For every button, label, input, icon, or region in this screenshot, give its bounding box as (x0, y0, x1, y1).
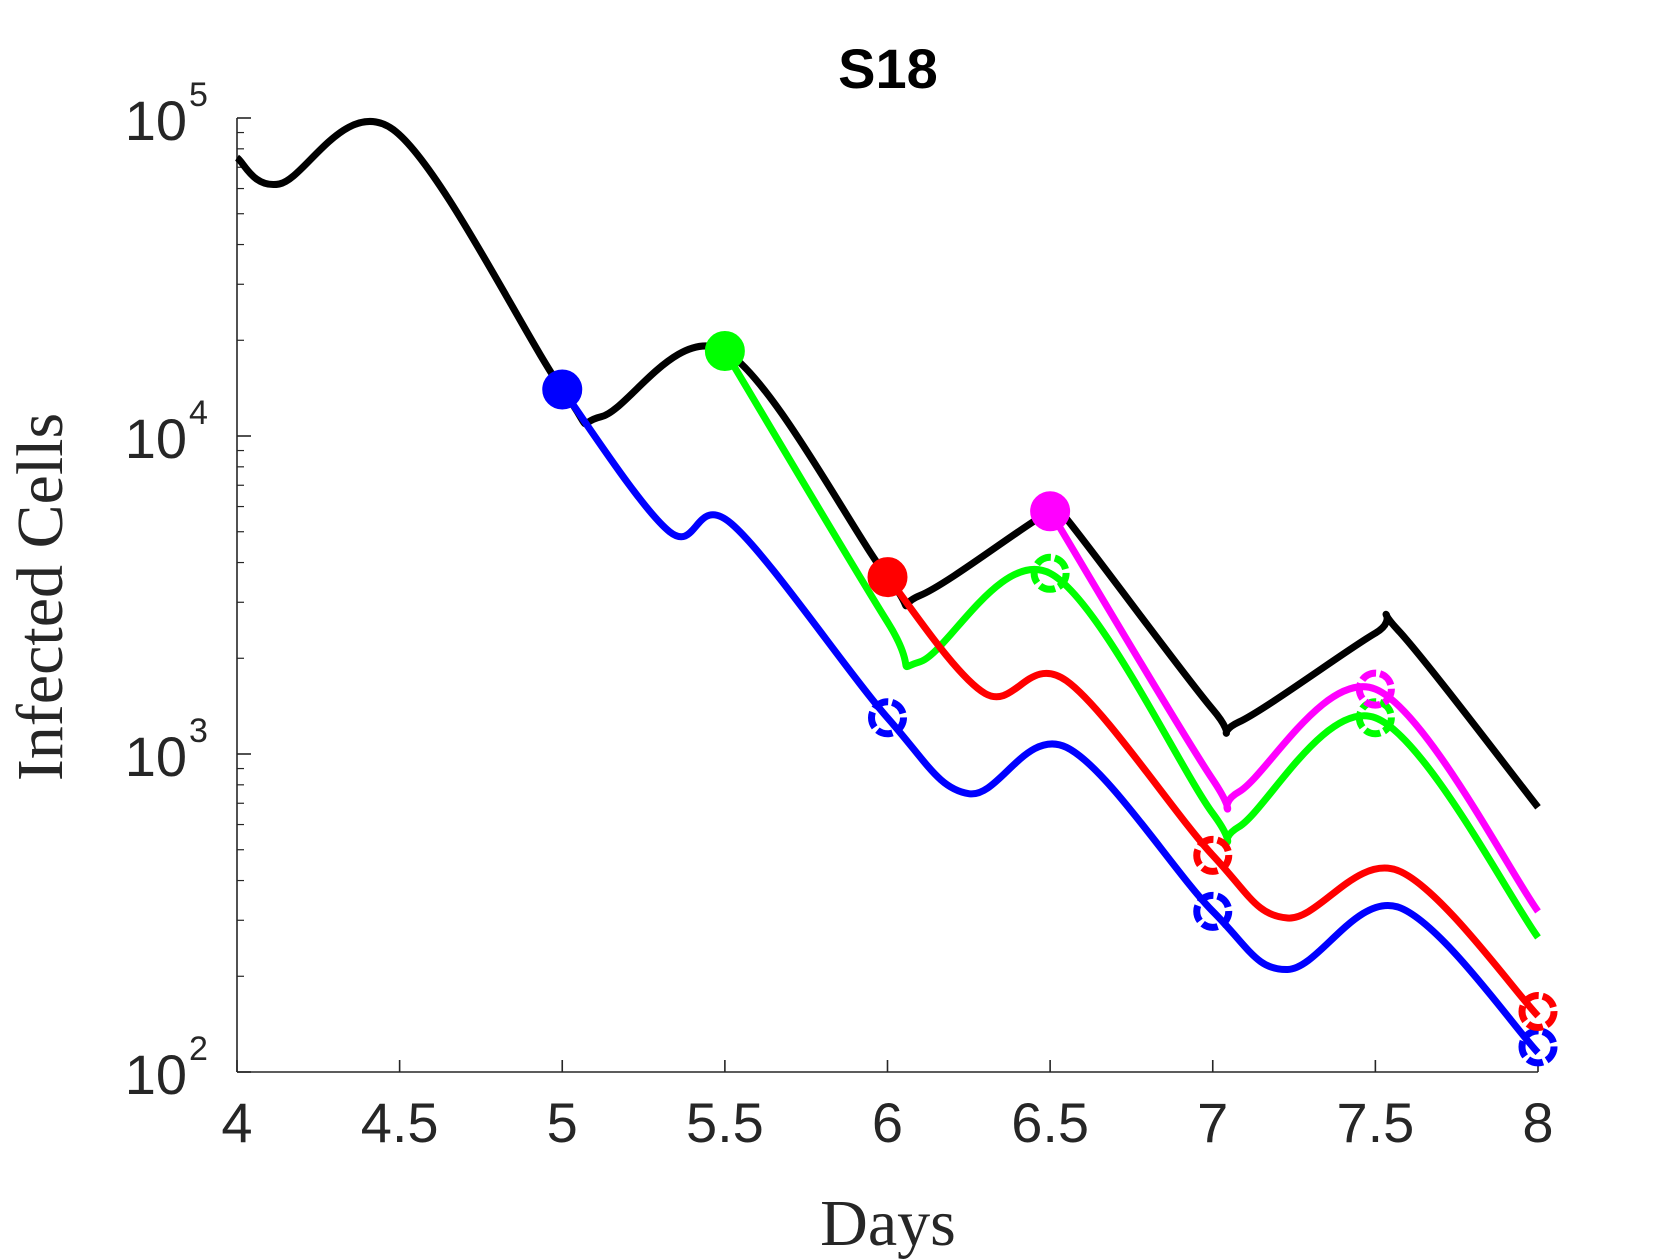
x-tick-label: 5.5 (686, 1091, 764, 1154)
x-axis-label: Days (820, 1187, 956, 1260)
filled-marker (867, 557, 908, 598)
y-tick-exponent: 4 (189, 394, 208, 432)
series-line-0 (234, 118, 1541, 810)
y-tick-label: 10 (125, 725, 187, 788)
open-marker (1355, 669, 1395, 709)
x-tick-label: 8 (1522, 1091, 1553, 1154)
y-tick-label: 10 (125, 89, 187, 152)
filled-marker (1030, 491, 1071, 532)
y-tick-label: 10 (125, 407, 187, 470)
y-tick-exponent: 5 (189, 76, 208, 114)
series-line-3 (884, 574, 1541, 1019)
open-marker (1193, 835, 1233, 875)
x-tick-label: 4.5 (361, 1091, 439, 1154)
series-line-2 (721, 349, 1541, 940)
y-tick-label: 10 (125, 1043, 187, 1106)
series-layer (234, 118, 1558, 1067)
filled-marker (542, 369, 583, 410)
chart-title: S18 (838, 37, 938, 100)
series-line-1 (559, 387, 1541, 1056)
x-tick-label: 6.5 (1011, 1091, 1089, 1154)
x-tick-label: 4 (221, 1091, 252, 1154)
series-line-4 (1047, 509, 1541, 914)
open-marker (1030, 553, 1070, 593)
y-tick-exponent: 3 (189, 712, 208, 750)
x-tick-label: 5 (547, 1091, 578, 1154)
y-axis-label: Infected Cells (4, 413, 77, 781)
filled-marker (704, 331, 745, 372)
open-marker (1193, 891, 1233, 931)
x-tick-label: 6 (872, 1091, 903, 1154)
x-tick-label: 7.5 (1336, 1091, 1414, 1154)
x-tick-label: 7 (1197, 1091, 1228, 1154)
y-tick-exponent: 2 (189, 1030, 208, 1068)
open-marker (868, 698, 907, 738)
open-marker (1518, 991, 1558, 1031)
